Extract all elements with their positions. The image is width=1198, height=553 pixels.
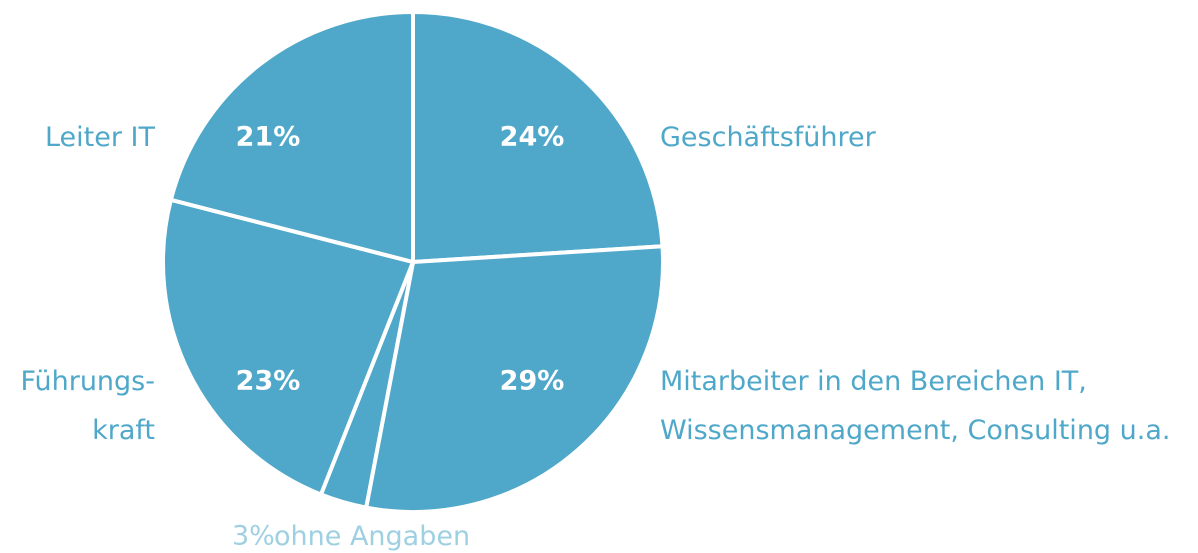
category-label: Leiter IT	[45, 122, 156, 153]
category-label-line: Geschäftsführer	[660, 122, 877, 153]
value-label: 24%	[500, 122, 565, 153]
category-label-line: ohne Angaben	[274, 521, 470, 552]
category-label: Geschäftsführer	[660, 122, 877, 153]
value-label: 23%	[236, 366, 301, 397]
category-label-line: Führungs-	[20, 366, 155, 397]
category-label: ohne Angaben	[274, 521, 470, 552]
value-label: 29%	[500, 366, 565, 397]
category-label-line: Leiter IT	[45, 122, 156, 153]
pie-slice	[363, 244, 665, 514]
category-label: Führungs-kraft	[20, 366, 155, 446]
pie-slice	[168, 9, 415, 265]
category-label-line: kraft	[92, 415, 155, 446]
category-label-line: Wissensmanagement, Consulting u.a.	[660, 415, 1170, 446]
value-label: 21%	[236, 122, 301, 153]
pie-slice	[411, 9, 665, 265]
pie-slice	[161, 197, 416, 498]
category-label-line: Mitarbeiter in den Bereichen IT,	[660, 366, 1087, 397]
category-label: Mitarbeiter in den Bereichen IT, Wissensm…	[660, 366, 1170, 446]
value-label: 3%	[232, 521, 275, 552]
